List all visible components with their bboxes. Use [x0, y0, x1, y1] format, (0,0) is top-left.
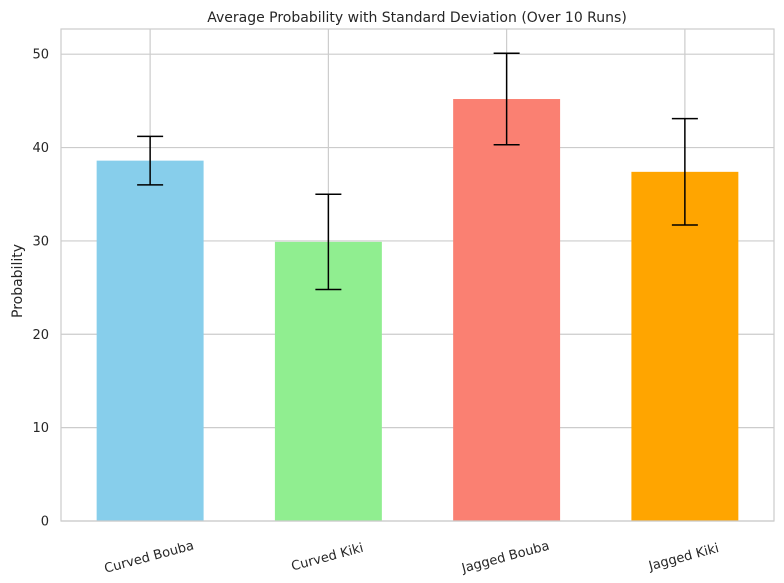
y-tick-label: 20 — [32, 328, 49, 343]
plot-frame — [60, 28, 775, 522]
x-tick-labels: Curved Bouba Curved Kiki Jagged Bouba Jagge… — [103, 538, 721, 576]
x-tick-label: Curved Bouba — [103, 538, 196, 576]
error-bar — [137, 135, 164, 186]
y-tick-labels: 0 10 20 30 40 50 — [32, 48, 49, 530]
x-tick-label: Curved Kiki — [290, 541, 365, 575]
error-bar — [671, 117, 698, 226]
y-tick-label: 10 — [32, 421, 49, 436]
y-axis-label: Probability — [10, 244, 26, 318]
y-tick-label: 0 — [41, 515, 49, 530]
bar — [631, 171, 739, 521]
y-tick-label: 50 — [32, 48, 49, 63]
bars — [96, 99, 739, 522]
y-tick-label: 40 — [32, 141, 49, 156]
error-bar — [493, 52, 520, 146]
x-tick-label: Jagged Bouba — [459, 539, 551, 577]
y-tick-label: 30 — [32, 234, 49, 249]
bar — [453, 99, 561, 521]
error-bar — [315, 193, 342, 291]
chart-title: Average Probability with Standard Deviat… — [207, 10, 627, 26]
error-bars — [137, 52, 698, 291]
x-tick-label: Jagged Kiki — [646, 541, 720, 574]
bar — [96, 160, 204, 521]
